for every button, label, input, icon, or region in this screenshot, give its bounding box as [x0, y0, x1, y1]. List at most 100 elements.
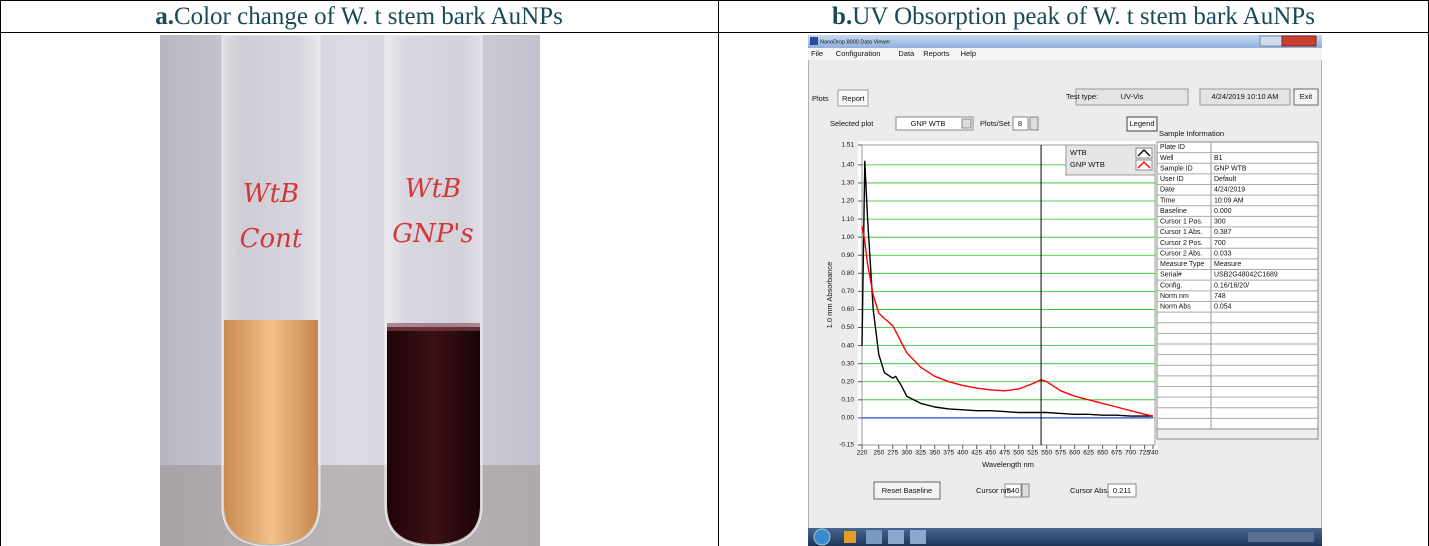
panel-heading: b.UV Obsorption peak of W. t stem bark A… [719, 0, 1428, 32]
panel-letter: a. [155, 3, 174, 30]
field-value[interactable]: 8 [1018, 119, 1022, 128]
y-tick-label: 1.10 [841, 216, 854, 223]
field-value: 4/24/2019 10:10 AM [1211, 92, 1278, 101]
y-tick-label: 1.00 [841, 234, 854, 241]
x-tick-label: 250 [873, 450, 884, 457]
info-key: Cursor 1 Pos. [1160, 219, 1203, 226]
info-key: Time [1160, 197, 1175, 204]
info-value: 0.16/16/20/ [1214, 282, 1249, 289]
x-tick-label: 500 [1013, 450, 1024, 457]
plot-background [858, 141, 1157, 449]
y-tick-label: 1.40 [841, 162, 854, 169]
y-tick-label: 0.80 [841, 270, 854, 277]
button-label[interactable]: Legend [1129, 119, 1154, 128]
x-tick-label: 475 [999, 450, 1010, 457]
info-key: Sample ID [1160, 165, 1193, 172]
taskbar-icon[interactable] [888, 530, 904, 544]
label: Plots/Set [980, 119, 1011, 128]
info-value: 300 [1214, 219, 1226, 226]
info-value: Default [1214, 176, 1236, 183]
info-value: 748 [1214, 293, 1226, 300]
button-label[interactable]: Reset Baseline [882, 486, 932, 495]
x-tick-label: 600 [1069, 450, 1080, 457]
y-tick-label: 0.50 [841, 324, 854, 331]
x-tick-label: 300 [901, 450, 912, 457]
y-tick-label: 0.40 [841, 342, 854, 349]
info-value: 700 [1214, 240, 1226, 247]
field-value[interactable]: 540 [1007, 486, 1020, 495]
y-tick-label: 1.51 [841, 142, 854, 149]
x-tick-label: 700 [1125, 450, 1136, 457]
field-value: 0.211 [1113, 486, 1131, 495]
info-value: 0.000 [1214, 208, 1232, 215]
button-label[interactable]: Exit [1300, 92, 1313, 101]
y-tick-label: 0.90 [841, 252, 854, 259]
x-tick-label: 740 [1148, 450, 1159, 457]
scrollbar[interactable] [1157, 429, 1318, 439]
x-tick-label: 220 [857, 450, 868, 457]
info-value: Measure [1214, 261, 1241, 268]
x-tick-label: 275 [887, 450, 898, 457]
info-key: Plate ID [1160, 144, 1185, 151]
border [718, 0, 719, 546]
info-value: B1 [1214, 155, 1223, 162]
field-value: UV-Vis [1121, 92, 1144, 101]
dropdown-arrow[interactable] [962, 119, 971, 128]
x-axis-label: Wavelength nm [982, 460, 1034, 469]
menu-item[interactable]: File [811, 49, 823, 58]
taskbar-icon[interactable] [866, 530, 882, 544]
start-button[interactable] [814, 529, 830, 545]
x-tick-label: 350 [929, 450, 940, 457]
info-value: 10:09 AM [1214, 197, 1244, 204]
border [0, 0, 1, 546]
tube-label: WtB [405, 174, 461, 204]
figure: a.Color change of W. t stem bark AuNPs b… [0, 0, 1429, 546]
taskbar-icon[interactable] [844, 531, 856, 543]
x-tick-label: 425 [971, 450, 982, 457]
info-key: Well [1160, 155, 1174, 162]
y-tick-label: 0.10 [841, 397, 854, 404]
info-value: GNP WTB [1214, 165, 1247, 172]
info-key: Cursor 1 Abs. [1160, 229, 1202, 236]
software-screenshot: NanoDrop 8000 Data Viewer Test type: UV-… [808, 35, 1322, 546]
info-key: Config. [1160, 282, 1182, 289]
info-value: USB2G48042C1689 [1214, 272, 1278, 279]
menu-item[interactable]: Data [898, 49, 915, 58]
x-tick-label: 625 [1083, 450, 1094, 457]
label: Cursor Abs. [1070, 486, 1109, 495]
surface [160, 465, 540, 546]
menu-item[interactable]: Configuration [836, 49, 881, 58]
tube-liquid [387, 327, 480, 544]
tab-label[interactable]: Report [842, 94, 865, 103]
spinner[interactable] [1022, 484, 1029, 497]
window-button[interactable] [1260, 36, 1282, 46]
info-key: Norm Abs [1160, 304, 1191, 311]
y-tick-label: 1.30 [841, 180, 854, 187]
info-key: Serial# [1160, 272, 1182, 279]
x-tick-label: 450 [985, 450, 996, 457]
x-tick-label: 525 [1027, 450, 1038, 457]
x-tick-label: 650 [1097, 450, 1108, 457]
y-tick-label: 0.60 [841, 306, 854, 313]
menu-item[interactable]: Help [961, 49, 976, 58]
menu-item[interactable]: Reports [923, 49, 950, 58]
x-tick-label: 325 [915, 450, 926, 457]
x-tick-label: 400 [957, 450, 968, 457]
close-button[interactable] [1282, 36, 1316, 46]
y-tick-label: 0.70 [841, 288, 854, 295]
panel-title: Color change of W. t stem bark AuNPs [174, 3, 563, 30]
taskbar [808, 528, 1322, 546]
y-tick-label: 1.20 [841, 198, 854, 205]
field-value[interactable]: GNP WTB [911, 119, 946, 128]
tube-liquid [224, 320, 318, 544]
y-tick-label: 0.20 [841, 378, 854, 385]
tube-label: WtB [243, 179, 299, 209]
x-tick-label: 675 [1111, 450, 1122, 457]
tab-label[interactable]: Plots [812, 94, 829, 103]
info-key: Cursor 2 Pos. [1160, 240, 1203, 247]
spinner[interactable] [1030, 117, 1038, 130]
taskbar-icon[interactable] [910, 530, 926, 544]
border [0, 32, 1429, 33]
info-value: 0.033 [1214, 250, 1232, 257]
